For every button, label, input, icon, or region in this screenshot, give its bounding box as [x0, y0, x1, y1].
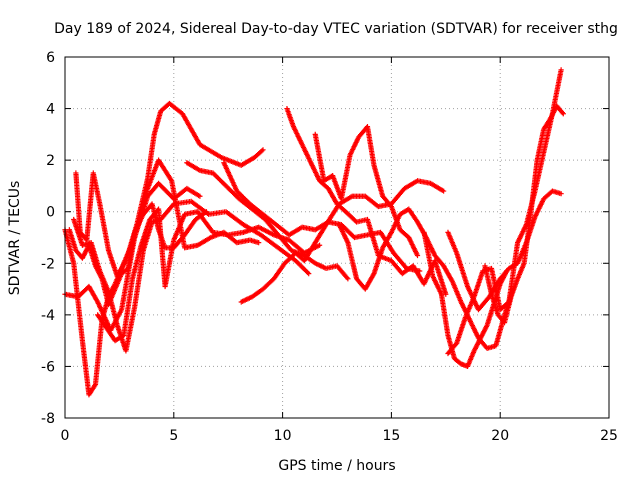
x-tick-label: 15: [382, 428, 400, 444]
data-point: [414, 252, 421, 259]
series-track-o: [482, 103, 566, 326]
ticks: 0 5 10 15 20 25 -8 -6 -4 -2 0 2 4 6: [41, 50, 618, 444]
data-point: [197, 193, 203, 199]
series-track-j: [312, 124, 421, 259]
series-track-b: [62, 157, 262, 398]
x-tick-label: 25: [600, 428, 618, 444]
y-tick-label: 4: [46, 102, 55, 118]
data-point: [260, 147, 266, 153]
data-point: [306, 271, 312, 277]
data-point: [558, 67, 564, 73]
data-point: [560, 111, 566, 117]
y-tick-label: -8: [41, 411, 55, 427]
series-track-p: [66, 201, 210, 308]
data-point: [316, 242, 323, 248]
y-tick-label: 0: [46, 205, 55, 221]
y-tick-label: 6: [46, 50, 55, 66]
y-tick-label: -6: [41, 359, 55, 375]
data-point: [345, 276, 351, 282]
data-point: [441, 188, 447, 194]
series-track-c: [73, 100, 266, 279]
x-tick-label: 5: [169, 428, 178, 444]
data-point: [443, 291, 449, 297]
y-axis-title: SDTVAR / TECUs: [7, 181, 23, 296]
x-axis-title: GPS time / hours: [278, 458, 395, 474]
x-tick-label: 0: [61, 428, 70, 444]
x-tick-label: 10: [274, 428, 292, 444]
series-track-i: [284, 105, 449, 297]
y-tick-label: -4: [41, 308, 55, 324]
plot-frame: [64, 56, 610, 419]
series-track-n: [445, 188, 564, 313]
chart-title: Day 189 of 2024, Sidereal Day-to-day VTE…: [54, 21, 618, 37]
y-tick-label: 2: [46, 153, 55, 169]
x-tick-label: 20: [491, 428, 509, 444]
series-track-g: [184, 160, 351, 282]
data-point: [305, 269, 311, 276]
data-point: [259, 148, 265, 154]
data-point: [559, 110, 565, 116]
data-point: [558, 191, 564, 197]
data-point: [256, 240, 262, 246]
series-track-e: [95, 206, 323, 344]
data-point: [203, 209, 210, 215]
y-tick-label: -2: [41, 256, 55, 272]
data-points: [62, 67, 566, 398]
series-track-d: [71, 198, 312, 354]
series-track-h: [221, 160, 423, 274]
